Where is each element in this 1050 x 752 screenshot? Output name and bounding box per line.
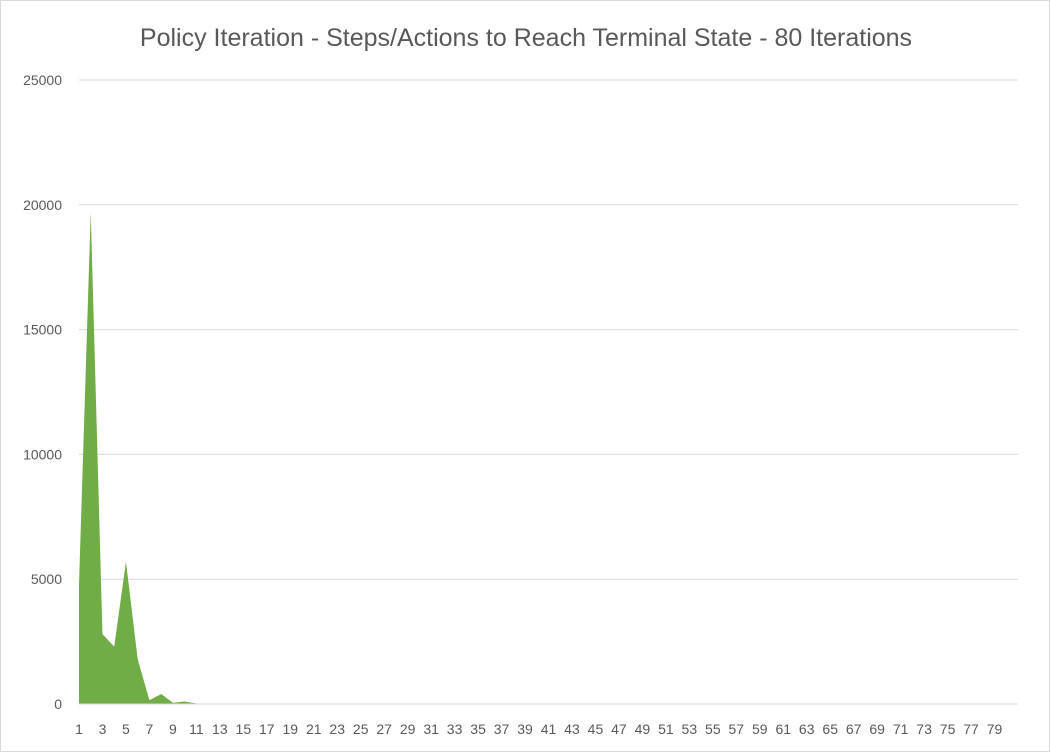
y-tick-label: 20000 bbox=[23, 197, 62, 213]
x-tick-label: 7 bbox=[146, 721, 154, 737]
x-tick-label: 57 bbox=[729, 721, 745, 737]
x-tick-label: 61 bbox=[775, 721, 791, 737]
y-tick-label: 25000 bbox=[23, 72, 62, 88]
x-tick-label: 49 bbox=[635, 721, 651, 737]
y-tick-label: 0 bbox=[54, 696, 62, 712]
x-tick-label: 65 bbox=[822, 721, 838, 737]
y-tick-label: 10000 bbox=[23, 446, 62, 462]
y-tick-label: 15000 bbox=[23, 322, 62, 338]
x-tick-label: 79 bbox=[987, 721, 1003, 737]
x-tick-label: 51 bbox=[658, 721, 674, 737]
x-tick-label: 33 bbox=[447, 721, 463, 737]
x-tick-label: 23 bbox=[329, 721, 345, 737]
x-tick-label: 21 bbox=[306, 721, 322, 737]
x-tick-label: 15 bbox=[236, 721, 252, 737]
x-tick-label: 39 bbox=[517, 721, 533, 737]
x-tick-label: 77 bbox=[963, 721, 979, 737]
x-tick-label: 27 bbox=[376, 721, 392, 737]
area-series bbox=[79, 212, 1007, 705]
x-tick-label: 59 bbox=[752, 721, 768, 737]
x-tick-label: 11 bbox=[189, 721, 204, 737]
x-tick-label: 75 bbox=[940, 721, 956, 737]
area-series-path bbox=[79, 212, 1007, 705]
x-tick-label: 35 bbox=[470, 721, 486, 737]
x-tick-label: 53 bbox=[682, 721, 698, 737]
x-tick-label: 17 bbox=[259, 721, 275, 737]
x-tick-label: 47 bbox=[611, 721, 627, 737]
x-tick-label: 25 bbox=[353, 721, 369, 737]
y-tick-label: 5000 bbox=[31, 571, 62, 587]
x-tick-label: 5 bbox=[122, 721, 130, 737]
x-tick-label: 55 bbox=[705, 721, 721, 737]
x-tick-label: 31 bbox=[423, 721, 439, 737]
gridlines bbox=[79, 79, 1018, 580]
x-tick-label: 67 bbox=[846, 721, 862, 737]
x-tick-label: 37 bbox=[494, 721, 510, 737]
x-tick-label: 69 bbox=[869, 721, 885, 737]
x-tick-label: 43 bbox=[564, 721, 580, 737]
chart-title: Policy Iteration - Steps/Actions to Reac… bbox=[140, 24, 912, 52]
x-tick-label: 45 bbox=[588, 721, 604, 737]
x-tick-label: 29 bbox=[400, 721, 416, 737]
x-axis-tick-labels: 1 3 5 7 9 11 13 15 17 19 21 23 25 27 29 31 33 35 37 39 41 43 4… bbox=[75, 721, 1002, 737]
y-axis-tick-labels: 0 5000 10000 15000 20000 25000 bbox=[23, 72, 62, 712]
x-tick-label: 3 bbox=[99, 721, 107, 737]
x-tick-label: 13 bbox=[212, 721, 228, 737]
x-tick-label: 19 bbox=[282, 721, 298, 737]
x-tick-label: 73 bbox=[916, 721, 932, 737]
x-tick-label: 9 bbox=[169, 721, 177, 737]
x-tick-label: 41 bbox=[541, 721, 557, 737]
x-tick-label: 1 bbox=[75, 721, 83, 737]
x-tick-label: 63 bbox=[799, 721, 815, 737]
x-tick-label: 71 bbox=[893, 721, 909, 737]
